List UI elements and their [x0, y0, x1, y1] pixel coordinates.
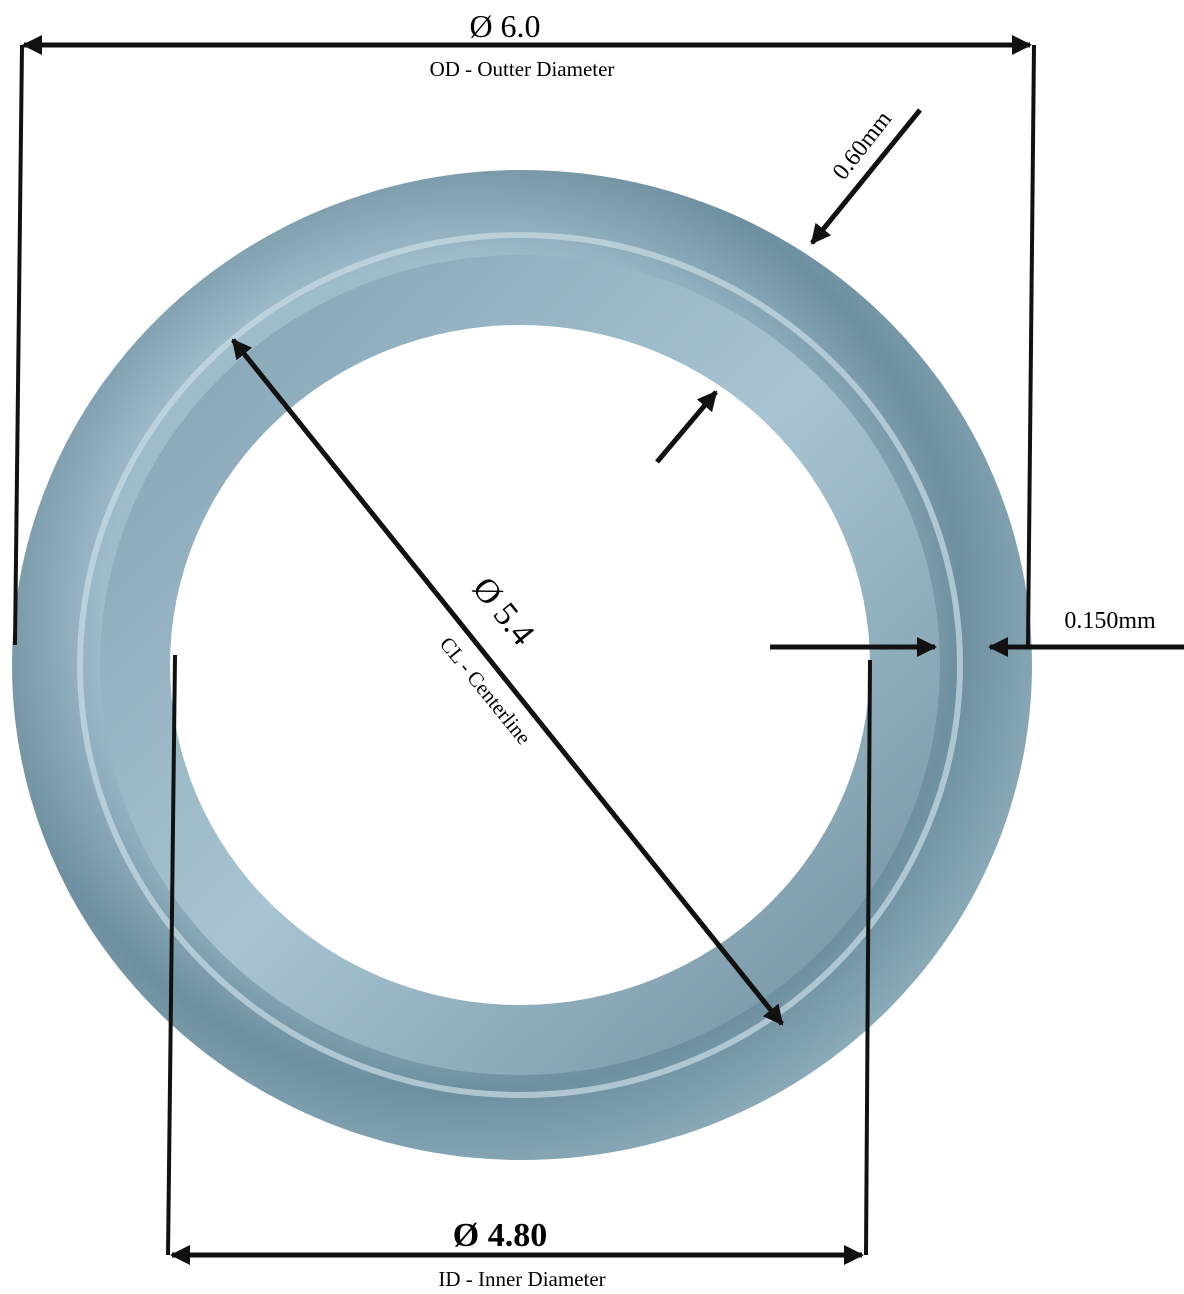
id-value: Ø 4.80: [453, 1217, 547, 1254]
extension-line: [864, 659, 872, 1256]
od-label: OD - Outter Diameter: [430, 57, 615, 81]
cl-arrow: [231, 338, 784, 1026]
od-value: Ø 6.0: [469, 8, 540, 44]
id-label: ID - Inner Diameter: [438, 1267, 605, 1291]
lip-value: 0.150mm: [1064, 608, 1156, 634]
extension-line: [13, 44, 24, 646]
thickness-arrow: [810, 108, 922, 245]
extension-line: [1026, 44, 1036, 646]
extension-line: [166, 654, 177, 1256]
ring: [12, 170, 1032, 1160]
thickness-value: 0.60mm: [828, 106, 898, 185]
